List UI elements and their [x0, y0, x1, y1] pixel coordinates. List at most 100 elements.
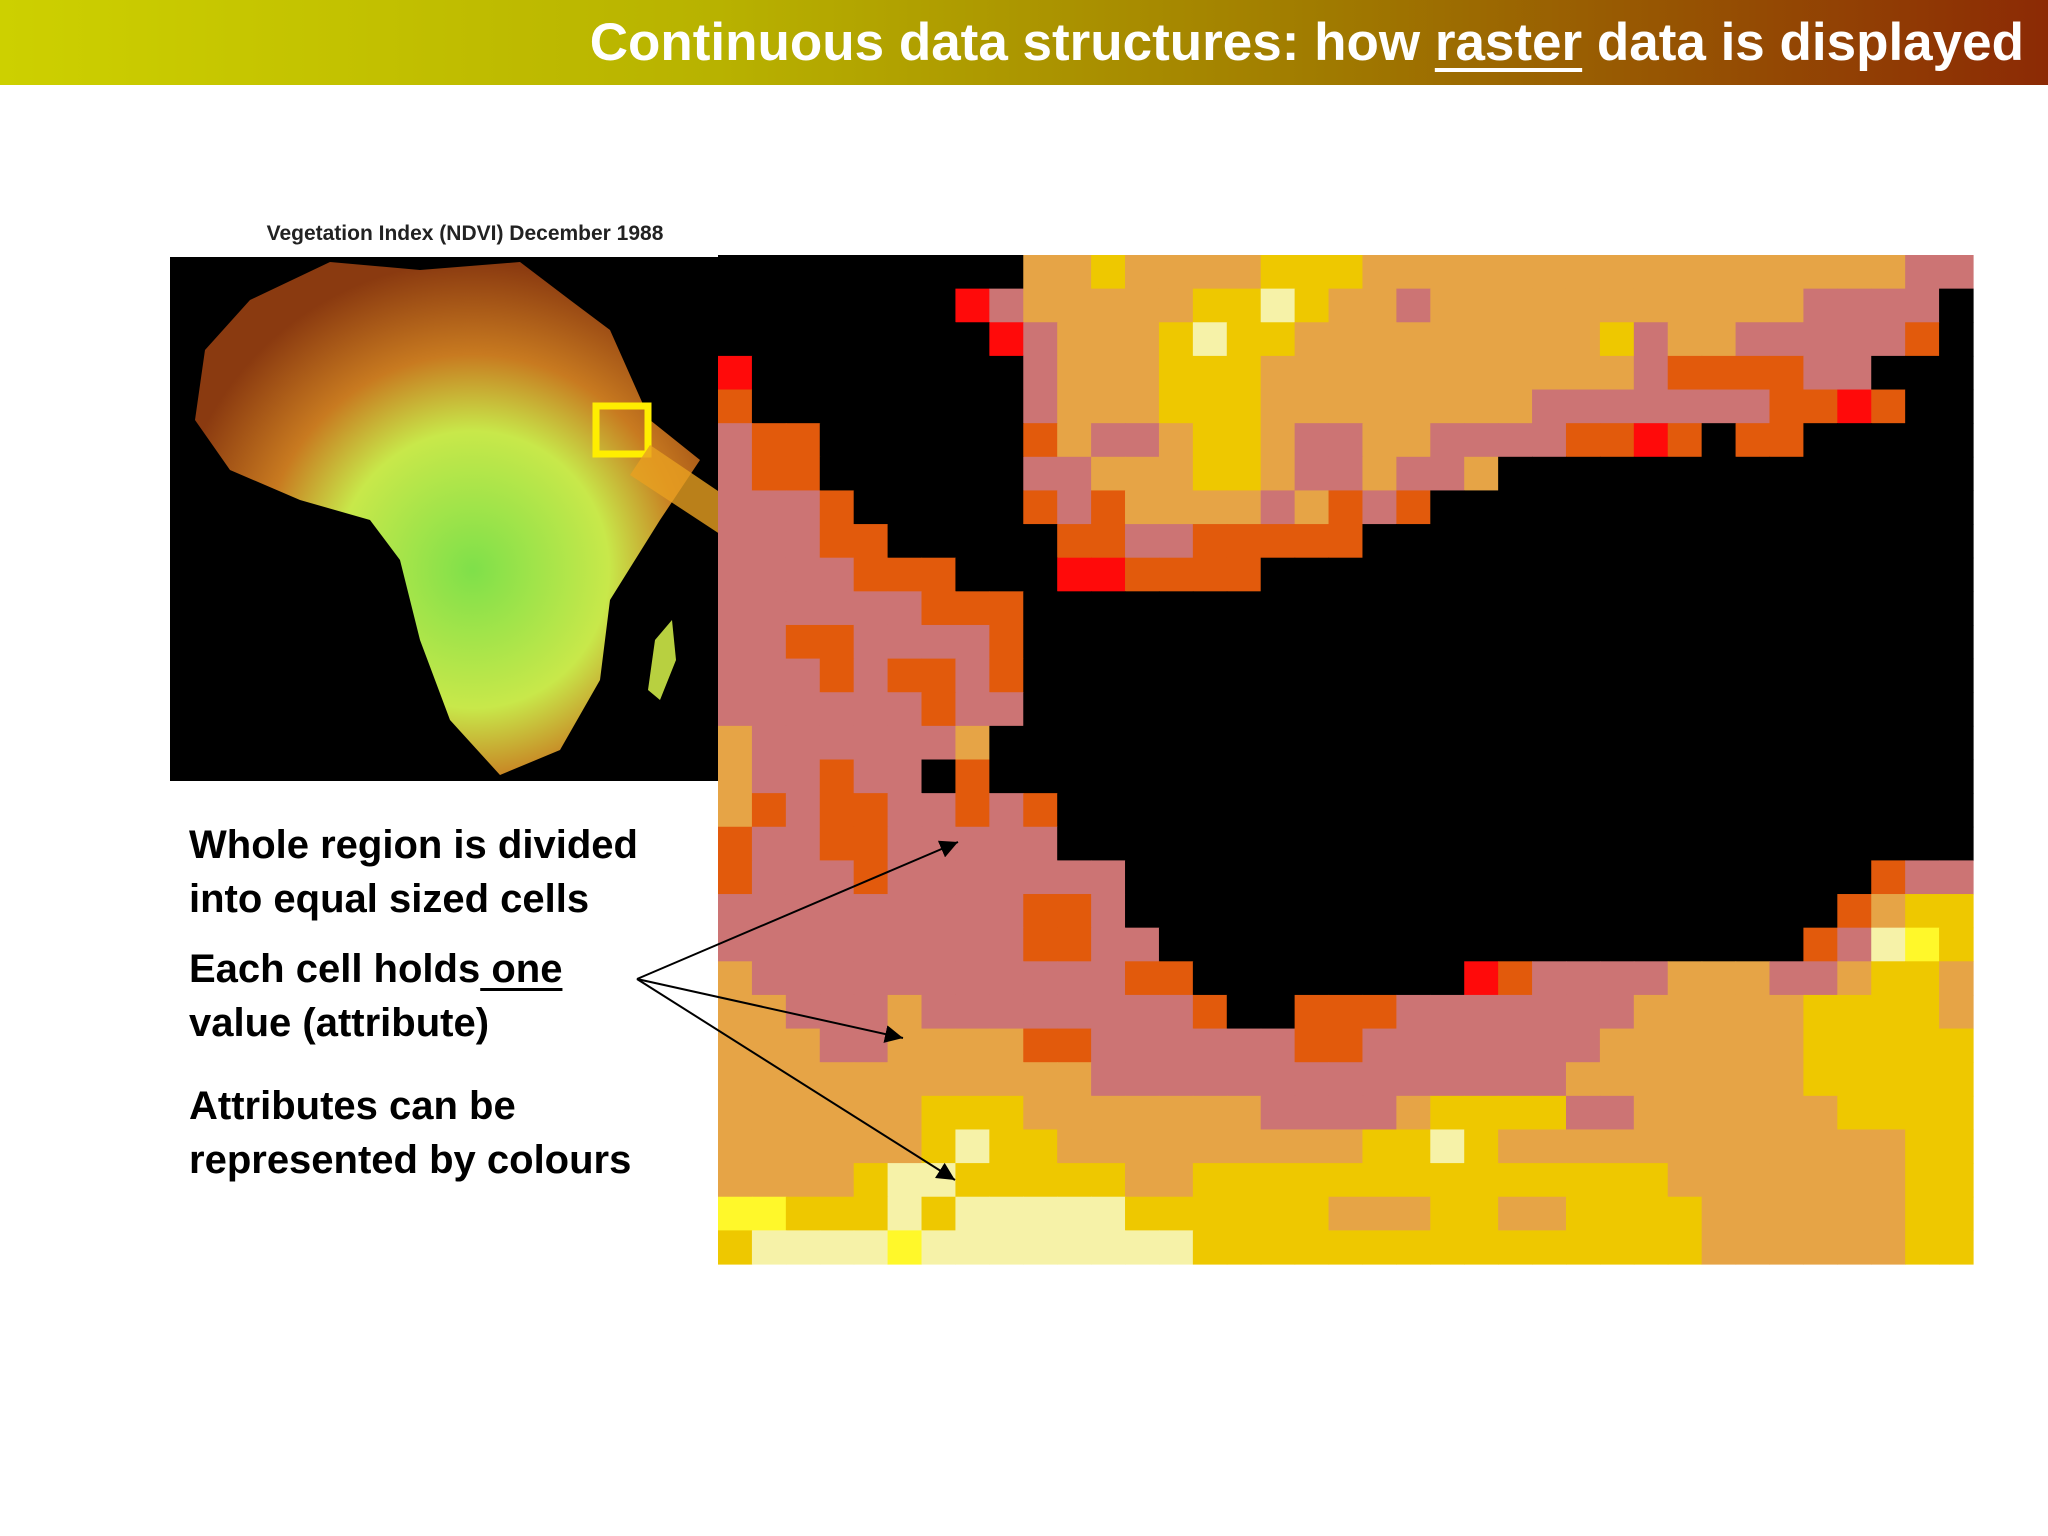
- raster-cell: [1837, 793, 1872, 828]
- raster-cell: [1735, 1095, 1771, 1131]
- raster-cell: [785, 994, 821, 1030]
- raster-cell: [1430, 255, 1465, 290]
- raster-cell: [1192, 894, 1228, 929]
- raster-cell: [955, 355, 990, 391]
- raster-cell: [1192, 994, 1228, 1030]
- raster-cell: [1057, 355, 1092, 391]
- raster-cell: [1633, 1028, 1669, 1063]
- raster-cell: [1192, 557, 1228, 592]
- raster-cell: [1735, 994, 1771, 1030]
- raster-cell: [1057, 1196, 1092, 1231]
- raster-cell: [1057, 894, 1092, 929]
- raster-cell: [1701, 591, 1737, 626]
- raster-cell: [751, 456, 787, 492]
- raster-cell: [1532, 490, 1567, 525]
- raster-cell: [785, 557, 821, 592]
- bullet: Each cell holds one value (attribute): [189, 942, 562, 1050]
- raster-cell: [1192, 860, 1228, 895]
- raster-cell: [1430, 423, 1465, 458]
- raster-cell: [955, 961, 990, 996]
- raster-cell: [1091, 288, 1126, 323]
- raster-cell: [1803, 860, 1838, 895]
- raster-cell: [1565, 355, 1601, 391]
- raster-cell: [819, 759, 855, 794]
- raster-cell: [1023, 557, 1058, 592]
- raster-cell: [1599, 1062, 1635, 1097]
- raster-cell: [1532, 456, 1567, 492]
- raster-cell: [1803, 255, 1838, 290]
- raster-cell: [1430, 591, 1465, 626]
- raster-cell: [1498, 456, 1533, 492]
- raster-cell: [1023, 1163, 1058, 1198]
- raster-cell: [1633, 624, 1669, 660]
- raster-cell: [1125, 725, 1160, 761]
- raster-cell: [1735, 860, 1771, 895]
- raster-cell: [1667, 1095, 1703, 1131]
- raster-cell: [853, 961, 889, 996]
- raster-cell: [1803, 288, 1838, 323]
- raster-cell: [1328, 826, 1364, 861]
- raster-cell: [1023, 1129, 1058, 1164]
- raster-cell: [1939, 255, 1974, 290]
- raster-cell: [989, 456, 1024, 492]
- raster-cell: [1226, 793, 1262, 828]
- raster-cell: [718, 927, 753, 962]
- raster-cell: [1057, 524, 1092, 559]
- raster-cell: [887, 927, 923, 962]
- raster-cell: [1260, 826, 1296, 861]
- raster-cell: [1837, 389, 1872, 424]
- raster-cell: [718, 1062, 753, 1097]
- raster-cell: [1362, 725, 1397, 761]
- raster-grid: [718, 255, 1974, 1265]
- raster-cell: [1125, 860, 1160, 895]
- raster-cell: [1633, 658, 1669, 693]
- raster-cell: [1226, 759, 1262, 794]
- raster-cell: [1125, 389, 1160, 424]
- raster-cell: [1192, 961, 1228, 996]
- raster-cell: [887, 591, 923, 626]
- raster-cell: [887, 860, 923, 895]
- raster-cell: [751, 860, 787, 895]
- raster-cell: [1735, 793, 1771, 828]
- raster-cell: [819, 725, 855, 761]
- raster-cell: [718, 288, 753, 323]
- raster-cell: [1226, 725, 1262, 761]
- raster-cell: [1396, 894, 1431, 929]
- raster-cell: [1192, 423, 1228, 458]
- raster-cell: [1769, 1196, 1805, 1231]
- raster-cell: [921, 692, 957, 727]
- raster-cell: [1464, 255, 1499, 290]
- raster-cell: [1803, 456, 1838, 492]
- raster-cell: [1633, 793, 1669, 828]
- raster-cell: [1837, 1230, 1872, 1265]
- raster-cell: [1735, 894, 1771, 929]
- raster-cell: [1633, 1163, 1669, 1198]
- raster-cell: [1125, 692, 1160, 727]
- raster-cell: [1701, 793, 1737, 828]
- raster-cell: [955, 759, 990, 794]
- raster-cell: [1667, 624, 1703, 660]
- raster-cell: [1294, 1028, 1330, 1063]
- raster-cell: [1226, 423, 1262, 458]
- raster-cell: [887, 1196, 923, 1231]
- raster-cell: [1057, 658, 1092, 693]
- raster-cell: [1633, 725, 1669, 761]
- raster-cell: [1803, 1095, 1838, 1131]
- raster-cell: [1599, 624, 1635, 660]
- raster-cell: [1735, 1028, 1771, 1063]
- raster-cell: [1464, 725, 1499, 761]
- raster-cell: [1667, 1028, 1703, 1063]
- raster-cell: [1396, 692, 1431, 727]
- raster-cell: [955, 894, 990, 929]
- raster-cell: [1498, 322, 1533, 357]
- raster-cell: [1057, 793, 1092, 828]
- raster-cell: [785, 423, 821, 458]
- raster-cell: [853, 591, 889, 626]
- raster-cell: [1769, 725, 1805, 761]
- raster-cell: [819, 961, 855, 996]
- raster-cell: [921, 1062, 957, 1097]
- raster-cell: [1023, 1062, 1058, 1097]
- raster-cell: [1464, 692, 1499, 727]
- raster-cell: [921, 1095, 957, 1131]
